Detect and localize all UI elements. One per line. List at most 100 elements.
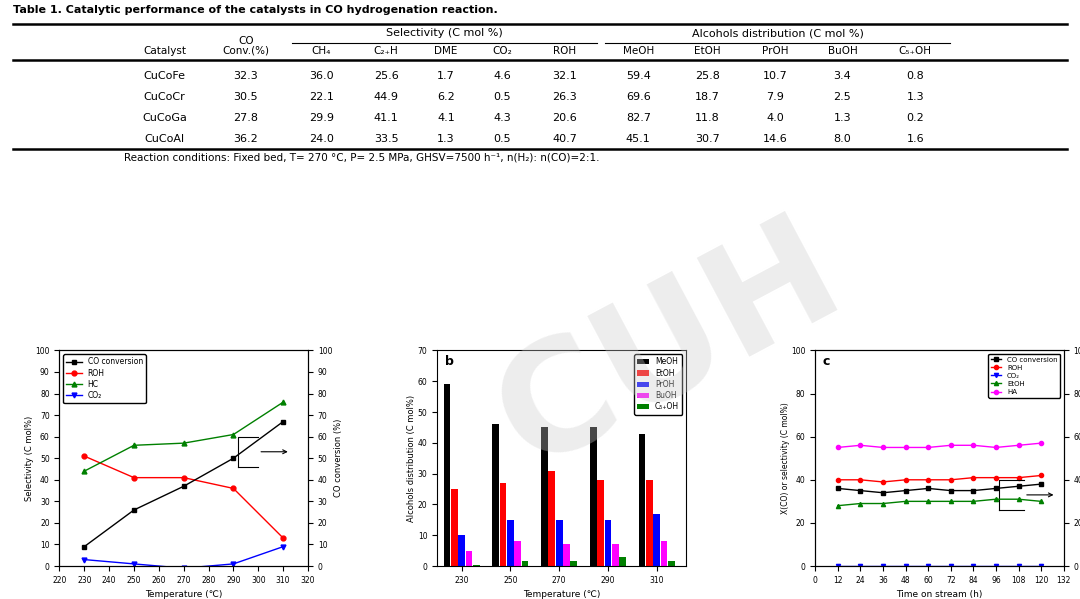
CO₂ — [854, 562, 867, 570]
Bar — [444, 385, 450, 566]
CO conversion — [921, 485, 934, 492]
HA — [989, 444, 1002, 451]
ROH — [1012, 474, 1025, 481]
Y-axis label: CO conversion (%): CO conversion (%) — [334, 419, 342, 497]
Text: 40.7: 40.7 — [552, 134, 578, 144]
Line: CO conversion: CO conversion — [836, 482, 1043, 495]
Bar — [465, 550, 472, 566]
CO conversion — [900, 487, 913, 494]
ROH — [276, 534, 289, 541]
Bar — [667, 561, 675, 566]
Text: 29.9: 29.9 — [309, 113, 334, 123]
Line: HA: HA — [836, 441, 1043, 449]
Bar — [563, 544, 570, 566]
CO₂ — [877, 562, 890, 570]
CO₂ — [177, 565, 190, 572]
CO conversion — [944, 487, 957, 494]
CO₂ — [921, 562, 934, 570]
Text: BuOH: BuOH — [827, 46, 858, 56]
Line: CO conversion: CO conversion — [82, 419, 285, 549]
CO₂ — [1012, 562, 1025, 570]
Text: DME: DME — [434, 46, 458, 56]
Legend: CO conversion, ROH, HC, CO₂: CO conversion, ROH, HC, CO₂ — [64, 354, 146, 403]
HA — [1035, 440, 1048, 447]
Text: 44.9: 44.9 — [374, 92, 399, 102]
CO conversion — [832, 485, 845, 492]
Line: EtOH: EtOH — [836, 497, 1043, 508]
Text: 59.4: 59.4 — [625, 71, 651, 81]
CO₂ — [944, 562, 957, 570]
Text: 22.1: 22.1 — [309, 92, 334, 102]
CO₂ — [967, 562, 980, 570]
Bar — [522, 561, 528, 566]
Text: 6.2: 6.2 — [437, 92, 455, 102]
ROH — [177, 474, 190, 481]
EtOH — [1012, 495, 1025, 503]
EtOH — [967, 498, 980, 505]
EtOH — [832, 502, 845, 509]
CO conversion — [854, 487, 867, 494]
Bar — [492, 424, 499, 566]
Text: 33.5: 33.5 — [374, 134, 399, 144]
Text: 8.0: 8.0 — [834, 134, 851, 144]
Bar — [473, 564, 480, 566]
Bar — [549, 471, 555, 566]
HC — [177, 440, 190, 447]
HC — [227, 431, 240, 438]
CO₂ — [832, 562, 845, 570]
Line: ROH: ROH — [82, 453, 285, 540]
Text: 1.7: 1.7 — [437, 71, 455, 81]
ROH — [967, 474, 980, 481]
CO conversion — [989, 485, 1002, 492]
CO₂ — [900, 562, 913, 570]
Text: CuCoCr: CuCoCr — [144, 92, 186, 102]
Text: 24.0: 24.0 — [309, 134, 334, 144]
Text: CH₄: CH₄ — [312, 46, 330, 56]
Bar — [507, 520, 514, 566]
ROH — [832, 476, 845, 483]
CO₂ — [78, 556, 91, 563]
Bar — [570, 561, 577, 566]
Text: 14.6: 14.6 — [764, 134, 787, 144]
Bar — [500, 483, 507, 566]
Text: C₂₊H: C₂₊H — [374, 46, 399, 56]
ROH — [900, 476, 913, 483]
Bar — [661, 541, 667, 566]
Legend: MeOH, EtOH, PrOH, BuOH, C₅₊OH: MeOH, EtOH, PrOH, BuOH, C₅₊OH — [634, 354, 683, 415]
CO₂ — [127, 560, 140, 567]
HC — [78, 468, 91, 475]
Text: 7.9: 7.9 — [767, 92, 784, 102]
Text: 36.0: 36.0 — [309, 71, 334, 81]
Line: HC: HC — [82, 400, 285, 474]
Text: 1.3: 1.3 — [906, 92, 924, 102]
CO₂ — [227, 560, 240, 567]
Text: 30.5: 30.5 — [233, 92, 258, 102]
CO₂ — [1035, 562, 1048, 570]
HA — [877, 444, 890, 451]
Bar — [605, 520, 611, 566]
CO conversion — [177, 483, 190, 490]
Text: EtOH: EtOH — [694, 46, 720, 56]
HA — [900, 444, 913, 451]
Text: PrOH: PrOH — [762, 46, 788, 56]
ROH — [921, 476, 934, 483]
EtOH — [854, 500, 867, 507]
Bar — [458, 536, 465, 566]
EtOH — [921, 498, 934, 505]
Text: Selectivity (C mol %): Selectivity (C mol %) — [386, 28, 503, 38]
Text: 32.1: 32.1 — [553, 71, 577, 81]
Text: 69.6: 69.6 — [626, 92, 650, 102]
Bar — [653, 514, 660, 566]
ROH — [227, 485, 240, 492]
CO conversion — [967, 487, 980, 494]
Text: 20.6: 20.6 — [553, 113, 577, 123]
Text: 1.3: 1.3 — [834, 113, 851, 123]
HA — [832, 444, 845, 451]
HA — [921, 444, 934, 451]
Line: CO₂: CO₂ — [836, 564, 1043, 568]
CO conversion — [276, 418, 289, 425]
Text: CuCoFe: CuCoFe — [144, 71, 186, 81]
Line: ROH: ROH — [836, 473, 1043, 484]
Text: 1.6: 1.6 — [906, 134, 924, 144]
HA — [967, 441, 980, 449]
